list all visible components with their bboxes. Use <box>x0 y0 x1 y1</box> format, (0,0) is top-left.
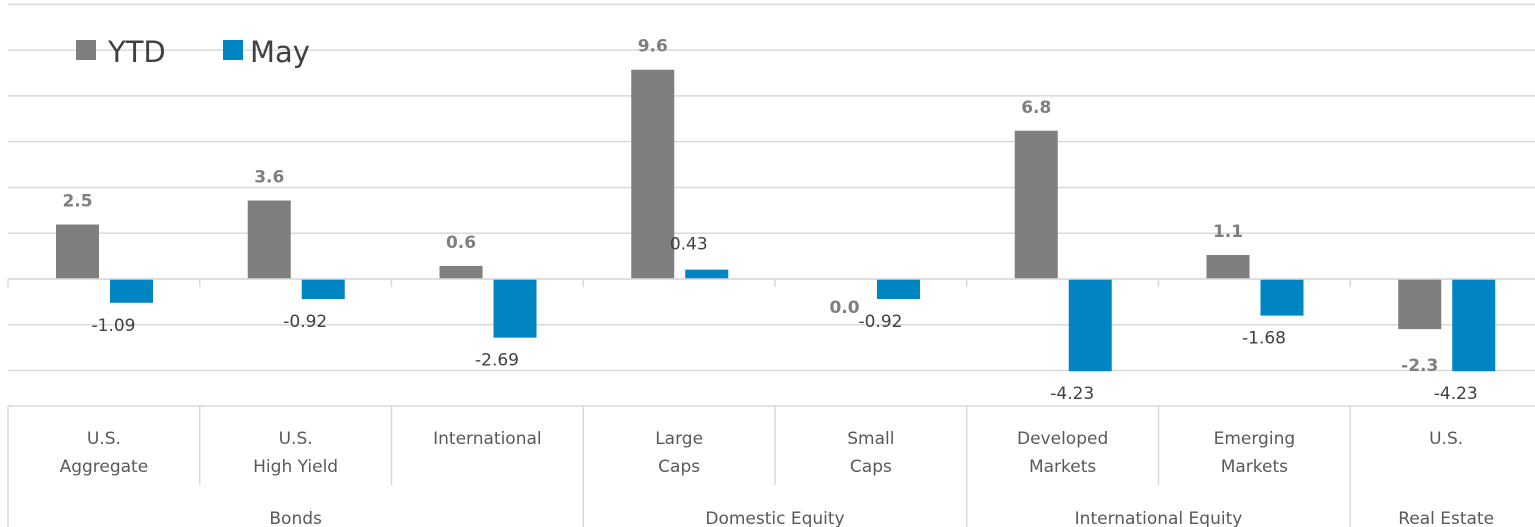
data-label-may-6: -1.68 <box>1242 329 1286 349</box>
data-labels: 2.5-1.093.6-0.920.6-2.699.60.430.0-0.926… <box>62 37 1477 404</box>
legend-label-ytd: YTD <box>107 35 166 69</box>
bar-ytd-0 <box>56 224 99 279</box>
bar-ytd-2 <box>439 265 483 279</box>
bar-ytd-7 <box>1398 279 1442 330</box>
category-label-2: International <box>433 429 542 449</box>
bar-ytd-5 <box>1014 130 1058 279</box>
data-label-ytd-3: 9.6 <box>638 37 668 57</box>
legend-swatch-ytd <box>76 40 96 60</box>
data-label-ytd-1: 3.6 <box>254 168 284 188</box>
data-label-may-1: -0.92 <box>283 312 327 332</box>
data-label-ytd-6: 1.1 <box>1213 222 1243 242</box>
bar-may-2 <box>493 279 537 338</box>
data-label-ytd-5: 6.8 <box>1021 98 1051 118</box>
bar-ytd-1 <box>247 200 291 279</box>
data-label-may-0: -1.09 <box>92 316 136 336</box>
data-label-may-5: -4.23 <box>1050 384 1094 404</box>
legend-label-may: May <box>250 35 310 69</box>
legend-swatch-may <box>223 40 243 60</box>
group-label-1: Domestic Equity <box>705 509 844 527</box>
category-label-0: U.S. Aggregate <box>60 429 149 477</box>
group-label-3: Real Estate <box>1398 509 1494 527</box>
data-label-ytd-2: 0.6 <box>446 233 476 253</box>
bar-may-7 <box>1452 279 1496 372</box>
category-label-5: Developed Markets <box>1017 429 1108 477</box>
data-label-may-2: -2.69 <box>475 351 519 371</box>
data-label-may-4: -0.92 <box>859 312 903 332</box>
group-label-0: Bonds <box>269 509 322 527</box>
category-label-6: Emerging Markets <box>1214 429 1296 477</box>
bar-may-4 <box>877 279 920 300</box>
category-label-3: Large Caps <box>655 429 703 477</box>
category-label-7: U.S. <box>1429 429 1463 449</box>
data-label-may-3: 0.43 <box>670 235 708 255</box>
bars <box>56 69 1496 372</box>
category-label-1: U.S. High Yield <box>253 429 338 477</box>
bar-may-6 <box>1260 279 1304 316</box>
data-label-may-7: -4.23 <box>1434 384 1478 404</box>
category-label-4: Small Caps <box>847 429 894 477</box>
bar-may-5 <box>1068 279 1112 372</box>
legend: YTD May <box>76 35 310 69</box>
data-label-ytd-7: -2.3 <box>1401 356 1438 376</box>
group-label-2: International Equity <box>1075 509 1243 527</box>
data-label-ytd-4: 0.0 <box>829 298 859 318</box>
bar-ytd-3 <box>631 69 675 279</box>
category-axis: U.S. Aggregate U.S. High Yield International… <box>7 278 1535 527</box>
data-label-ytd-0: 2.5 <box>62 192 92 212</box>
bar-may-0 <box>110 279 153 303</box>
bar-ytd-6 <box>1206 255 1250 279</box>
bar-may-3 <box>685 269 729 279</box>
bar-may-1 <box>301 279 345 300</box>
